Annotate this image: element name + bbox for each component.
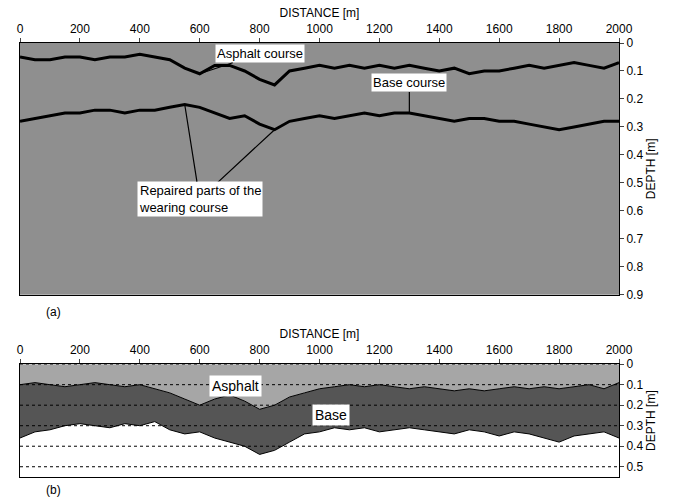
svg-text:600: 600	[190, 22, 210, 36]
svg-text:(b): (b)	[46, 483, 61, 497]
svg-text:1600: 1600	[486, 22, 513, 36]
svg-text:DISTANCE [m]: DISTANCE [m]	[280, 327, 360, 341]
svg-text:800: 800	[250, 22, 270, 36]
svg-text:0: 0	[17, 22, 24, 36]
svg-text:Repaired parts of thewearing c: Repaired parts of thewearing course	[139, 183, 261, 215]
svg-text:1800: 1800	[546, 343, 573, 357]
svg-text:1800: 1800	[546, 22, 573, 36]
svg-text:0: 0	[17, 343, 24, 357]
svg-text:Asphalt course: Asphalt course	[217, 46, 303, 61]
svg-text:200: 200	[70, 22, 90, 36]
svg-text:0.1: 0.1	[626, 378, 643, 392]
svg-text:1000: 1000	[306, 343, 333, 357]
svg-text:0.8: 0.8	[626, 260, 643, 274]
svg-text:1400: 1400	[426, 22, 453, 36]
svg-text:2000: 2000	[606, 343, 633, 357]
svg-text:Base course: Base course	[373, 75, 445, 90]
svg-text:0.3: 0.3	[626, 120, 643, 134]
svg-text:0.5: 0.5	[626, 176, 643, 190]
svg-text:0.5: 0.5	[626, 460, 643, 474]
svg-text:0.1: 0.1	[626, 64, 643, 78]
svg-text:1600: 1600	[486, 343, 513, 357]
svg-text:1000: 1000	[306, 22, 333, 36]
svg-text:1200: 1200	[366, 22, 393, 36]
svg-text:DISTANCE [m]: DISTANCE [m]	[280, 6, 360, 20]
svg-text:200: 200	[70, 343, 90, 357]
svg-text:800: 800	[250, 343, 270, 357]
svg-text:0.4: 0.4	[626, 439, 643, 453]
svg-text:0.7: 0.7	[626, 232, 643, 246]
svg-text:400: 400	[130, 343, 150, 357]
svg-text:0.6: 0.6	[626, 204, 643, 218]
svg-text:600: 600	[190, 343, 210, 357]
svg-text:1400: 1400	[426, 343, 453, 357]
svg-text:0: 0	[626, 36, 633, 50]
svg-text:0.3: 0.3	[626, 419, 643, 433]
svg-text:(a): (a)	[46, 305, 61, 319]
svg-text:0.9: 0.9	[626, 288, 643, 302]
svg-text:400: 400	[130, 22, 150, 36]
svg-text:1200: 1200	[366, 343, 393, 357]
svg-text:0: 0	[626, 357, 633, 371]
svg-text:0.2: 0.2	[626, 398, 643, 412]
svg-text:0.4: 0.4	[626, 148, 643, 162]
svg-text:2000: 2000	[606, 22, 633, 36]
svg-text:DEPTH [m]: DEPTH [m]	[644, 390, 658, 451]
svg-text:DEPTH [m]: DEPTH [m]	[644, 139, 658, 200]
svg-text:Asphalt: Asphalt	[212, 378, 259, 394]
svg-text:0.2: 0.2	[626, 92, 643, 106]
svg-text:Base: Base	[315, 407, 347, 423]
